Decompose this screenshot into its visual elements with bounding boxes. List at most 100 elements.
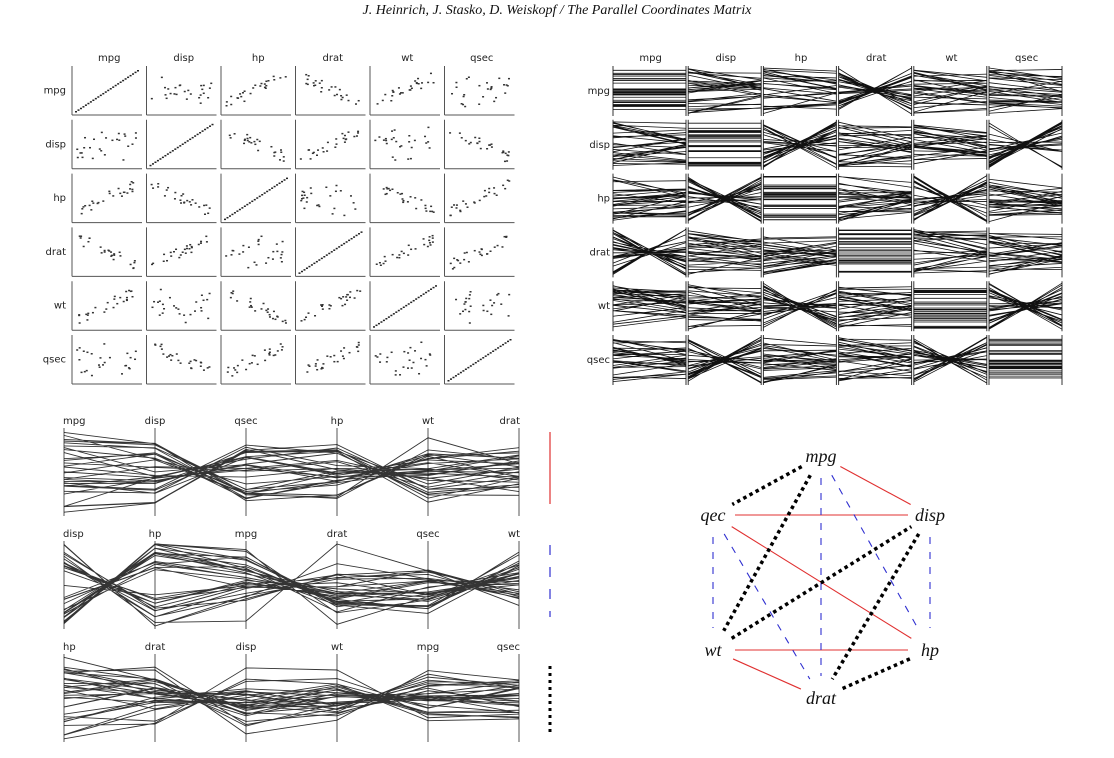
pc-column-label: hp	[795, 53, 808, 64]
scatter-point	[78, 359, 81, 361]
scatter-point	[208, 207, 211, 209]
scatter-point	[313, 84, 316, 87]
scatter-point	[385, 139, 388, 142]
scatter-point	[273, 185, 276, 188]
scatter-point	[504, 92, 507, 94]
scatter-point	[211, 123, 214, 126]
scatter-point	[268, 189, 271, 191]
scatter-point	[178, 256, 181, 259]
scatter-point	[107, 249, 110, 252]
scatter-point	[473, 249, 476, 252]
scatter-point	[233, 367, 236, 369]
scatter-point	[108, 192, 111, 195]
scatter-point	[205, 241, 208, 243]
scatter-point	[423, 243, 426, 246]
scatter-point	[375, 263, 378, 265]
scatter-point	[482, 357, 485, 359]
pc-lines	[913, 175, 988, 222]
scatter-point	[263, 349, 266, 351]
pc-polylines	[63, 431, 520, 513]
scatter-point	[375, 324, 378, 327]
scatter-point	[239, 93, 242, 95]
scatter-point	[83, 370, 86, 373]
scatter-point	[273, 79, 276, 81]
scatter-point	[456, 259, 459, 261]
scatter-point	[462, 370, 465, 372]
pc-axis-label: wt	[508, 529, 520, 540]
scatter-point	[408, 359, 411, 361]
scatter-point	[231, 292, 234, 295]
scatter-point	[303, 269, 306, 271]
scatter-point	[420, 295, 423, 297]
scatter-point	[161, 303, 164, 306]
scatter-point	[410, 146, 413, 149]
scatter-point	[431, 241, 434, 243]
pc-cell	[913, 281, 988, 332]
scatter-point	[271, 187, 274, 189]
scatter-point	[467, 366, 470, 369]
scatter-point	[389, 189, 392, 192]
pc-cell	[762, 173, 837, 224]
scatter-point	[76, 156, 79, 159]
scatter-point	[378, 136, 381, 138]
scatter-point	[247, 266, 250, 269]
pc-cell	[687, 173, 762, 224]
scatter-point	[260, 82, 263, 85]
scatter-point	[190, 245, 193, 248]
scatter-point	[455, 81, 458, 84]
scatter-point	[398, 254, 401, 256]
scatter-point	[189, 360, 192, 363]
scatter-point	[94, 306, 97, 309]
scatter-point	[390, 99, 393, 102]
scatter-point	[207, 212, 210, 215]
scatter-point	[493, 187, 496, 189]
scatter-point	[299, 158, 302, 160]
scatter-point	[127, 76, 130, 79]
scatter-point	[357, 99, 360, 102]
scatter-point	[469, 305, 472, 307]
scatter-point	[268, 316, 271, 318]
scatter-point	[102, 200, 105, 202]
scatter-point	[189, 313, 192, 316]
scatter-point	[241, 207, 244, 209]
scatter-point	[462, 103, 465, 106]
scatter-point	[464, 139, 467, 142]
scatter-point	[150, 97, 153, 100]
scatter-point	[341, 355, 344, 357]
scatter-point	[493, 302, 496, 304]
pc-column-label: mpg	[639, 53, 661, 64]
scatter-point	[194, 310, 197, 312]
scatter-cell	[295, 119, 366, 170]
scatter-point	[281, 180, 284, 183]
scatter-point	[463, 252, 466, 254]
scatter-point	[254, 143, 257, 146]
scatter-point	[100, 150, 103, 152]
scatter-point	[252, 87, 255, 89]
scatter-point	[455, 86, 458, 89]
scatter-point	[400, 308, 403, 310]
scatter-point	[334, 146, 337, 148]
scatter-point	[400, 92, 403, 94]
scatter-point	[85, 313, 88, 316]
scatter-point	[397, 87, 400, 89]
scatter-point	[484, 355, 487, 357]
scatter-point	[158, 314, 161, 316]
scatter-point	[124, 364, 127, 367]
scatter-point	[347, 131, 350, 133]
scatter-point	[341, 304, 344, 307]
scatter-point	[168, 355, 171, 357]
scatter-point	[360, 231, 363, 233]
scatter-point	[202, 84, 205, 87]
scatter-point	[183, 314, 186, 316]
scatter-point	[359, 290, 362, 292]
scatter-point	[376, 356, 379, 358]
scatter-point	[326, 141, 329, 144]
scatter-point	[173, 93, 176, 95]
scatter-point	[330, 86, 333, 88]
scatter-point	[502, 151, 505, 153]
scatter-point	[131, 295, 134, 298]
scatter-point	[408, 141, 411, 143]
scatter-point	[169, 151, 172, 154]
scatter-point	[272, 250, 275, 253]
scatter-point	[314, 84, 317, 87]
